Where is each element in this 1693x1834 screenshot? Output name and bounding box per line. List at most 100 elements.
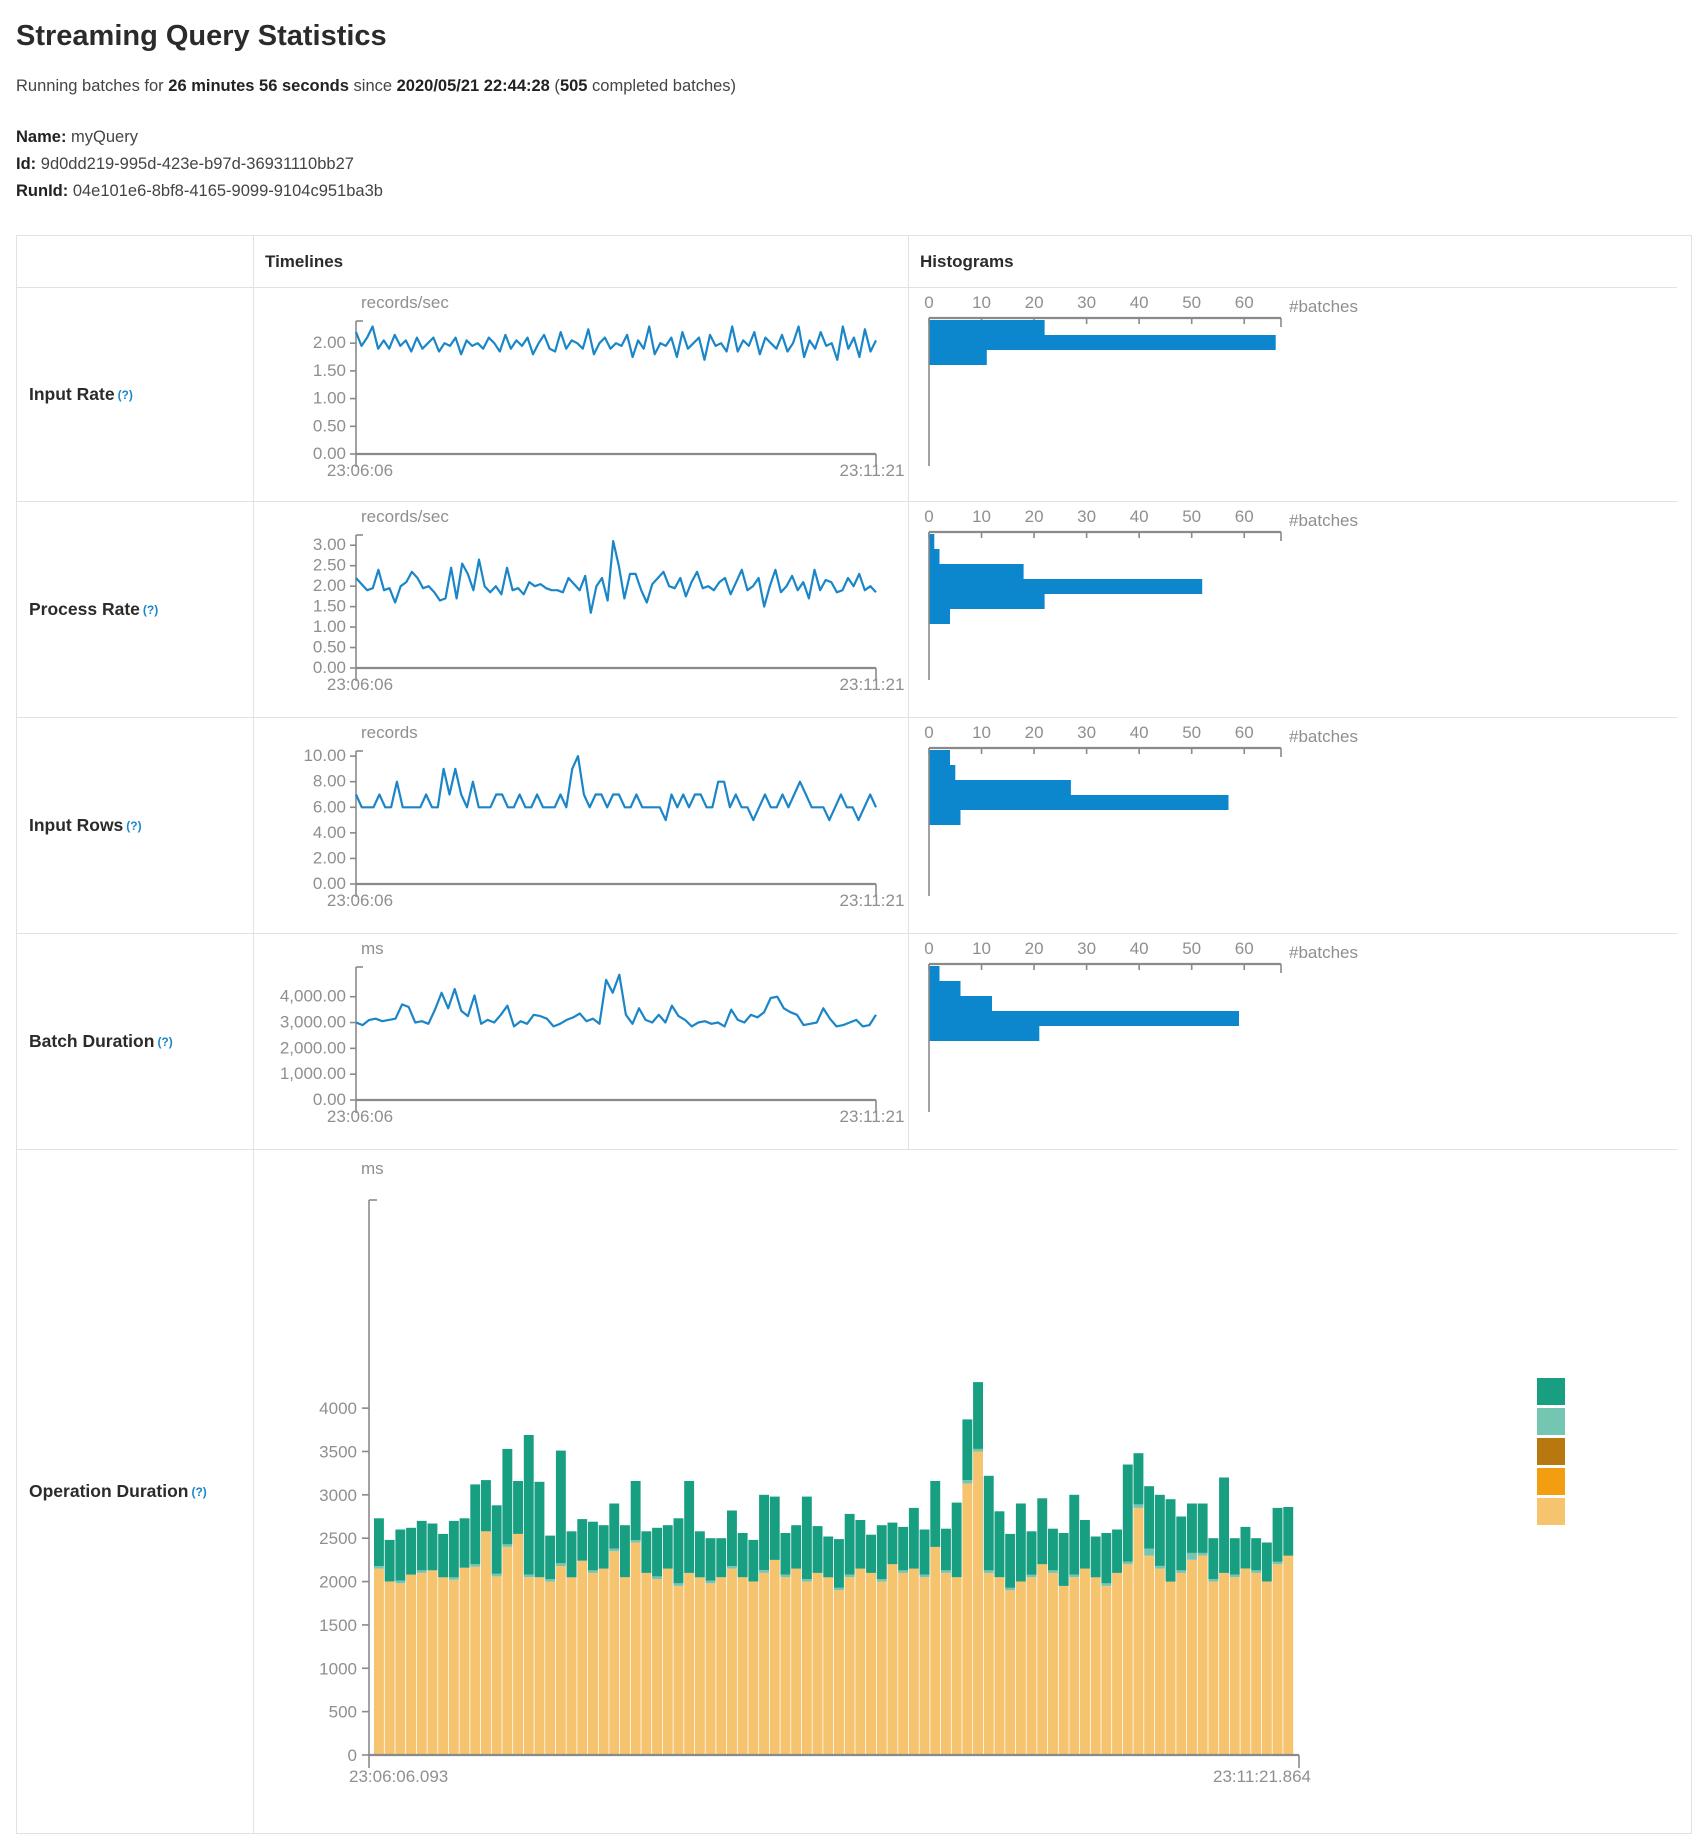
- stats-table: Timelines Histograms Input Rate (?) reco…: [16, 235, 1692, 1834]
- input-rate-histogram-chart: 0 10 20 30 40 50 60 #batches: [924, 293, 1358, 466]
- query-runid-row: RunId: 04e101e6-8bf8-4165-9099-9104c951b…: [16, 178, 1692, 205]
- svg-text:20: 20: [1025, 293, 1044, 312]
- svg-text:1500: 1500: [319, 1616, 357, 1635]
- input-rate-timeline-chart: records/sec 0.00 0.50 1.00 1.50 2.00 23:06:06 2…: [313, 293, 905, 480]
- query-meta: Name: myQuery Id: 9d0dd219-995d-423e-b97…: [16, 124, 1692, 205]
- svg-text:1.00: 1.00: [313, 617, 346, 636]
- query-id-row: Id: 9d0dd219-995d-423e-b97d-36931110bb27: [16, 151, 1692, 178]
- svg-text:0: 0: [924, 723, 933, 742]
- input-rows-help-icon[interactable]: (?): [126, 818, 142, 833]
- svg-text:500: 500: [329, 1703, 357, 1722]
- svg-text:#batches: #batches: [1289, 511, 1358, 530]
- process-rate-timeline-chart: records/sec 0.000.50 1.001.50 2.002.50 3.00 2…: [313, 507, 905, 694]
- svg-text:0: 0: [348, 1746, 357, 1765]
- process-rate-label: Process Rate: [29, 599, 140, 619]
- svg-text:50: 50: [1182, 723, 1201, 742]
- input-rows-histogram-cell: 0 10 20 30 40 50 60 #batches: [909, 717, 1677, 933]
- operation-duration-chart: ms 0 500 1000 1500 2000 2500 3000 3500 4000 23:06:…: [319, 1159, 1311, 1786]
- svg-text:1.50: 1.50: [313, 597, 346, 616]
- svg-text:20: 20: [1025, 939, 1044, 958]
- svg-text:ms: ms: [361, 1159, 384, 1178]
- svg-text:20: 20: [1025, 723, 1044, 742]
- operation-duration-label: Operation Duration: [29, 1481, 189, 1501]
- svg-text:1.50: 1.50: [313, 361, 346, 380]
- svg-text:0: 0: [924, 293, 933, 312]
- input-rate-help-icon[interactable]: (?): [117, 387, 133, 402]
- svg-text:0.00: 0.00: [313, 1090, 346, 1109]
- svg-text:2500: 2500: [319, 1529, 357, 1548]
- svg-text:2.00: 2.00: [313, 576, 346, 595]
- query-name-value: myQuery: [71, 128, 138, 146]
- svg-text:23:11:21: 23:11:21: [840, 675, 905, 694]
- process-rate-help-icon[interactable]: (?): [142, 602, 159, 617]
- legend-swatch-teal[interactable]: [1537, 1378, 1565, 1405]
- svg-text:1,000.00: 1,000.00: [280, 1064, 346, 1083]
- svg-text:60: 60: [1235, 939, 1254, 958]
- operation-duration-cell: ms 0 500 1000 1500 2000 2500 3000 3500 4000 23:06:…: [254, 1149, 1677, 1833]
- svg-text:23:11:21.864: 23:11:21.864: [1213, 1767, 1311, 1786]
- svg-text:10.00: 10.00: [303, 746, 346, 765]
- legend-swatch-tan[interactable]: [1537, 1498, 1565, 1525]
- running-duration: 26 minutes 56 seconds: [168, 77, 349, 95]
- svg-text:60: 60: [1235, 723, 1254, 742]
- legend-swatch-orange[interactable]: [1537, 1468, 1565, 1495]
- query-id-label: Id:: [16, 155, 37, 173]
- svg-text:0.00: 0.00: [313, 874, 346, 893]
- row-label-operation-duration: Operation Duration (?): [17, 1149, 254, 1833]
- legend-swatch-light-teal[interactable]: [1537, 1408, 1565, 1435]
- query-runid-label: RunId:: [16, 182, 69, 200]
- svg-text:4.00: 4.00: [313, 823, 346, 842]
- batch-duration-timeline-cell: ms 0.00 1,000.00 2,000.00 3,000.00 4,000.00 23…: [254, 933, 909, 1149]
- operation-duration-help-icon[interactable]: (?): [191, 1484, 207, 1499]
- legend-swatch-dark-orange[interactable]: [1537, 1438, 1565, 1465]
- input-rate-label: Input Rate: [29, 384, 115, 404]
- svg-text:2.00: 2.00: [313, 333, 346, 352]
- svg-text:10: 10: [972, 507, 991, 526]
- svg-text:60: 60: [1235, 293, 1254, 312]
- batch-duration-label: Batch Duration: [29, 1031, 155, 1051]
- row-label-input-rate: Input Rate (?): [17, 287, 254, 501]
- input-rate-timeline-cell: records/sec 0.00 0.50 1.00 1.50 2.00 23:06:06 2…: [254, 287, 909, 501]
- svg-text:30: 30: [1077, 723, 1096, 742]
- svg-text:23:06:06: 23:06:06: [327, 891, 393, 910]
- svg-text:3500: 3500: [319, 1442, 357, 1461]
- query-name-row: Name: myQuery: [16, 124, 1692, 151]
- running-summary-prefix: Running batches for: [16, 77, 169, 95]
- svg-text:30: 30: [1077, 507, 1096, 526]
- svg-text:4,000.00: 4,000.00: [280, 987, 346, 1006]
- svg-text:ms: ms: [361, 939, 384, 958]
- row-label-batch-duration: Batch Duration (?): [17, 933, 254, 1149]
- svg-text:0.00: 0.00: [313, 658, 346, 677]
- svg-text:50: 50: [1182, 939, 1201, 958]
- page-title: Streaming Query Statistics: [16, 20, 387, 52]
- batch-duration-timeline-chart: ms 0.00 1,000.00 2,000.00 3,000.00 4,000.00 23…: [280, 939, 905, 1126]
- query-name-label: Name:: [16, 128, 67, 146]
- svg-text:0: 0: [924, 939, 933, 958]
- svg-text:23:11:21: 23:11:21: [840, 1107, 905, 1126]
- svg-text:40: 40: [1130, 723, 1149, 742]
- operation-duration-legend: [1537, 1378, 1565, 1528]
- running-summary-suffix: completed batches): [587, 77, 737, 95]
- start-time: 2020/05/21 22:44:28: [396, 77, 550, 95]
- svg-text:20: 20: [1025, 507, 1044, 526]
- svg-text:1.00: 1.00: [313, 389, 346, 408]
- svg-text:2.50: 2.50: [313, 556, 346, 575]
- svg-text:1000: 1000: [319, 1659, 357, 1678]
- batch-duration-histogram-chart: 0 10 20 30 40 50 60 #batches: [924, 939, 1358, 1112]
- input-rows-timeline-chart: records 0.00 2.00 4.00 6.00 8.00 10.00 23:06:06…: [303, 723, 904, 910]
- input-rate-histogram-cell: 0 10 20 30 40 50 60 #batches: [909, 287, 1677, 501]
- svg-text:2,000.00: 2,000.00: [280, 1038, 346, 1057]
- svg-text:#batches: #batches: [1289, 297, 1358, 316]
- svg-text:#batches: #batches: [1289, 727, 1358, 746]
- process-rate-histogram-cell: 0 10 20 30 40 50 60 #batches: [909, 501, 1677, 717]
- input-rows-timeline-cell: records 0.00 2.00 4.00 6.00 8.00 10.00 23:06:06…: [254, 717, 909, 933]
- svg-text:3,000.00: 3,000.00: [280, 1013, 346, 1032]
- query-id-value: 9d0dd219-995d-423e-b97d-36931110bb27: [40, 155, 354, 173]
- input-rows-histogram-chart: 0 10 20 30 40 50 60 #batches: [924, 723, 1358, 896]
- svg-text:23:06:06.093: 23:06:06.093: [349, 1767, 448, 1786]
- query-runid-value: 04e101e6-8bf8-4165-9099-9104c951ba3b: [72, 182, 383, 200]
- batch-duration-help-icon[interactable]: (?): [157, 1034, 173, 1049]
- svg-text:40: 40: [1130, 293, 1149, 312]
- svg-text:0.00: 0.00: [313, 444, 346, 463]
